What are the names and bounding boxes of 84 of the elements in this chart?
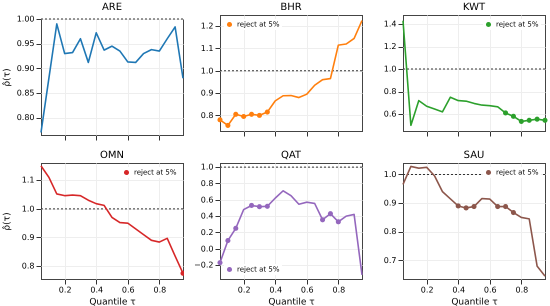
- point: [249, 112, 254, 117]
- y-axis-title: ρ̂(τ): [2, 212, 12, 231]
- x-tick-label: 0.8: [332, 286, 346, 294]
- point: [320, 217, 326, 222]
- point: [464, 205, 469, 211]
- x-tick-label: 0.8: [153, 286, 166, 294]
- x-tick-label: 0.8: [515, 286, 528, 294]
- point: [495, 204, 500, 210]
- y-tick-label: 0.2: [200, 228, 214, 237]
- point: [225, 238, 230, 244]
- point: [217, 260, 223, 266]
- line-series: [40, 23, 184, 134]
- x-tick-label: 0.6: [300, 286, 314, 294]
- point: [534, 116, 540, 122]
- y-tick-label: 0.7: [384, 256, 396, 265]
- chart-title: SAU: [464, 150, 484, 161]
- point: [518, 118, 524, 124]
- y-tick-label: 0.6: [384, 110, 396, 119]
- y-tick-label: 1.0: [384, 170, 396, 179]
- y-tick-label: 1.2: [200, 22, 214, 31]
- y-tick-label: 0.4: [200, 212, 214, 221]
- point: [471, 204, 477, 210]
- point: [249, 202, 254, 208]
- point: [503, 110, 508, 116]
- y-tick-label: 1.2: [384, 42, 396, 52]
- point: [256, 204, 262, 210]
- point: [510, 210, 516, 216]
- chart-title: ARE: [102, 2, 122, 13]
- y-tick-label: 0.6: [200, 195, 214, 204]
- line-series: [402, 166, 546, 277]
- x-tick-label: 0.4: [90, 286, 104, 294]
- y-tick-label: 1.1: [200, 44, 214, 53]
- y-axis-title: ρ̂(τ): [2, 68, 12, 87]
- y-tick-label: −0.2: [194, 260, 214, 270]
- x-tick-label: 0.2: [420, 286, 434, 294]
- chart-title: QAT: [280, 150, 302, 161]
- point: [217, 117, 223, 122]
- point: [256, 112, 262, 118]
- y-tick-label: 1.0: [384, 64, 396, 74]
- y-tick-label: 1.0: [200, 162, 214, 172]
- x-axis-title: Quantile τ: [451, 298, 498, 306]
- point: [241, 114, 246, 120]
- y-tick-label: 1.4: [384, 20, 396, 29]
- point: [526, 118, 532, 123]
- y-tick-label: 0.80: [16, 113, 34, 122]
- point: [542, 118, 548, 123]
- point: [328, 211, 333, 216]
- y-tick-label: 1.1: [22, 176, 34, 185]
- chart-title: BHR: [280, 2, 302, 13]
- y-tick-label: 1.0: [22, 204, 34, 214]
- y-tick-label: 0.95: [16, 39, 34, 48]
- x-tick-label: 0.4: [452, 286, 466, 294]
- y-tick-label: 1.00: [16, 14, 34, 24]
- point: [233, 112, 238, 117]
- y-tick-label: 0.90: [16, 64, 34, 73]
- y-tick-label: 0.8: [200, 110, 214, 120]
- point: [456, 203, 461, 209]
- y-tick-label: 0.0: [200, 244, 214, 254]
- y-tick-label: 0.9: [384, 198, 396, 208]
- chart-title: KWT: [462, 2, 486, 13]
- y-tick-label: 0.8: [384, 87, 396, 96]
- point: [510, 114, 516, 119]
- x-tick-label: 0.4: [269, 286, 282, 294]
- chart-title: OMN: [100, 150, 124, 161]
- point: [336, 219, 341, 224]
- y-tick-label: 1.0: [200, 66, 214, 76]
- y-tick-label: 0.8: [22, 262, 34, 271]
- x-tick-label: 0.6: [484, 286, 497, 294]
- point: [264, 109, 270, 115]
- y-tick-label: 0.85: [16, 88, 34, 98]
- y-tick-label: 0.8: [384, 227, 396, 236]
- x-axis-title: Quantile τ: [268, 298, 315, 306]
- x-tick-label: 0.2: [238, 286, 251, 294]
- point: [264, 204, 270, 209]
- point: [225, 122, 230, 128]
- y-tick-label: 0.9: [22, 232, 34, 242]
- point: [233, 226, 238, 231]
- line-series: [40, 165, 184, 274]
- y-tick-label: 0.9: [200, 88, 214, 98]
- x-tick-label: 0.2: [58, 286, 72, 294]
- x-axis-title: Quantile τ: [89, 298, 136, 306]
- y-tick-label: 0.8: [200, 178, 214, 188]
- point: [503, 204, 508, 210]
- x-tick-label: 0.6: [122, 286, 135, 294]
